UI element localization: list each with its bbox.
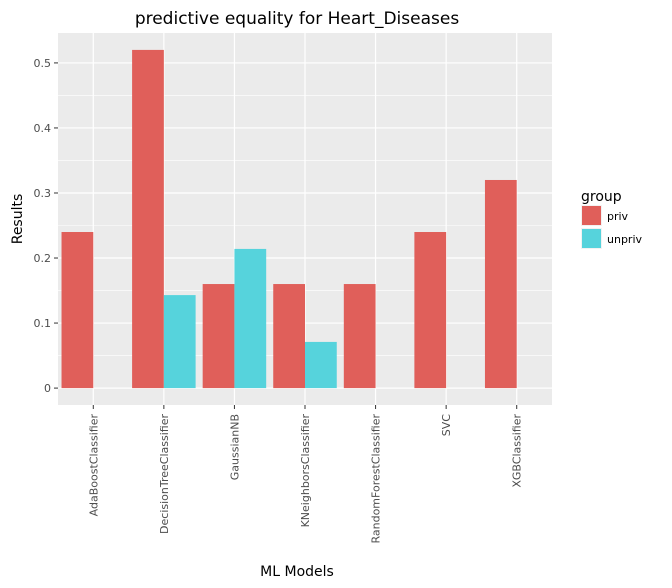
y-tick-label: 0.1	[34, 317, 52, 330]
bar-unpriv-GaussianNB	[234, 248, 267, 389]
y-axis: 0 0.1 0.2 0.3 0.4 0.5	[34, 57, 58, 395]
y-tick-label: 0	[44, 382, 51, 395]
legend-label-unpriv: unpriv	[607, 233, 643, 246]
legend-swatch-unpriv	[582, 229, 601, 248]
x-tick-label: RandomForestClassifier	[370, 414, 383, 544]
legend-label-priv: priv	[607, 210, 629, 223]
bar-priv-AdaBoostClassifier	[61, 232, 94, 389]
bar-priv-GaussianNB	[202, 284, 235, 389]
bar-priv-XGBClassifier	[484, 179, 517, 389]
chart-title: predictive equality for Heart_Diseases	[135, 9, 460, 29]
legend: group priv unpriv	[581, 189, 643, 249]
x-axis-title: ML Models	[260, 564, 334, 580]
bars	[61, 49, 517, 389]
x-axis: AdaBoostClassifier DecisionTreeClassifier…	[87, 405, 524, 544]
x-tick-label: DecisionTreeClassifier	[158, 414, 171, 534]
legend-swatch-priv	[582, 206, 601, 225]
y-tick-label: 0.5	[34, 57, 52, 70]
y-tick-label: 0.4	[34, 122, 52, 135]
bar-unpriv-DecisionTreeClassifier	[163, 295, 196, 389]
x-tick-label: SVC	[440, 414, 453, 437]
x-tick-label: KNeighborsClassifier	[299, 414, 312, 528]
x-tick-label: XGBClassifier	[511, 414, 524, 488]
bar-priv-SVC	[414, 232, 447, 389]
x-tick-label: AdaBoostClassifier	[87, 414, 100, 517]
y-tick-label: 0.2	[34, 252, 52, 265]
bar-priv-RandomForestClassifier	[343, 284, 376, 389]
bar-unpriv-KNeighborsClassifier	[305, 341, 337, 389]
y-tick-label: 0.3	[34, 187, 52, 200]
bar-priv-KNeighborsClassifier	[273, 284, 305, 389]
y-axis-title: Results	[10, 194, 26, 245]
bar-priv-DecisionTreeClassifier	[132, 49, 164, 389]
legend-title: group	[581, 189, 622, 205]
x-tick-label: GaussianNB	[228, 414, 241, 480]
